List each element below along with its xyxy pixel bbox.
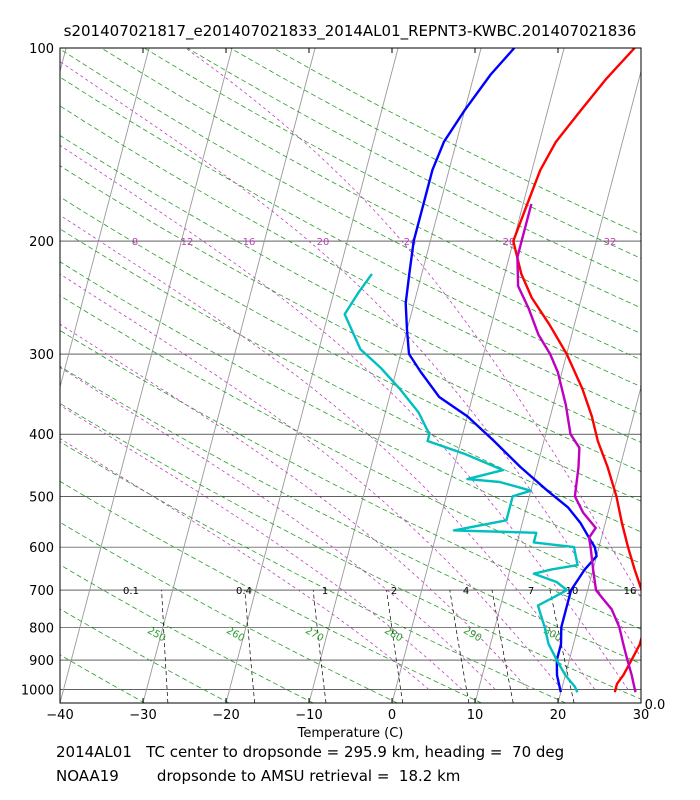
series-line-3 bbox=[516, 203, 637, 693]
mixing-ratio-label: 1 bbox=[322, 586, 328, 597]
isotherm-line bbox=[557, 385, 641, 703]
moist-adiabat-line bbox=[60, 438, 430, 690]
dry-adiabat-line bbox=[60, 480, 482, 703]
dry-adiabat-line bbox=[60, 48, 641, 361]
y-tick-label: 300 bbox=[29, 348, 54, 363]
mixing-ratio-line bbox=[161, 590, 169, 703]
y-tick-label: 700 bbox=[29, 584, 54, 599]
isotherm-label: 28 bbox=[503, 237, 516, 248]
corner-label: 0.0 bbox=[645, 698, 666, 713]
y-tick-label: 600 bbox=[29, 541, 54, 556]
x-tick-label: 30 bbox=[633, 708, 650, 723]
y-tick-label: 400 bbox=[29, 428, 54, 443]
isotherm-line bbox=[474, 69, 641, 703]
isotherm-line bbox=[308, 48, 482, 703]
y-tick-label: 100 bbox=[29, 42, 54, 57]
dry-adiabat-line bbox=[60, 402, 641, 700]
theta-label: 290 bbox=[461, 625, 483, 644]
dry-adiabat-line bbox=[60, 365, 641, 665]
caption-tc-distance: 2014AL01 TC center to dropsonde = 295.9 … bbox=[56, 743, 565, 761]
dry-adiabat-line bbox=[60, 261, 641, 564]
mixing-ratio-line bbox=[386, 590, 404, 703]
chart-title: s201407021817_e201407021833_2014AL01_REP… bbox=[63, 22, 637, 40]
series-line-1 bbox=[404, 48, 598, 693]
dry-adiabat-line bbox=[60, 295, 641, 597]
y-tick-label: 200 bbox=[29, 235, 54, 250]
dry-adiabat-line bbox=[60, 196, 641, 502]
mixing-ratio-label: 4 bbox=[463, 586, 469, 597]
caption-amsu-distance: NOAA19 dropsonde to AMSU retrieval = 18.… bbox=[56, 767, 461, 785]
dry-adiabat-line bbox=[60, 564, 314, 703]
isotherm-label: 12 bbox=[181, 237, 194, 248]
y-tick-label: 500 bbox=[29, 490, 54, 505]
isotherm-label: 8 bbox=[132, 237, 138, 248]
mixing-ratio-label: 0.4 bbox=[236, 586, 252, 597]
y-tick-label: 900 bbox=[29, 654, 54, 669]
mixing-ratio-line bbox=[312, 590, 327, 703]
mixing-ratio-line bbox=[244, 590, 256, 703]
theta-label: 250 bbox=[145, 625, 167, 644]
x-tick-label: 0 bbox=[388, 708, 396, 723]
dry-adiabat-line bbox=[60, 441, 566, 703]
dry-adiabat-line bbox=[230, 48, 641, 259]
moist-adiabat-line bbox=[60, 404, 463, 690]
isotherm-line bbox=[391, 48, 565, 703]
dry-adiabat-line bbox=[60, 165, 641, 472]
dry-adiabat-line bbox=[101, 48, 641, 334]
dry-adiabat-line bbox=[60, 228, 641, 533]
mixing-ratio-line bbox=[449, 590, 470, 703]
mixing-ratio-label: 10 bbox=[566, 586, 579, 597]
dry-adiabat-line bbox=[60, 76, 641, 388]
dry-adiabat-line bbox=[272, 48, 641, 235]
dry-adiabat-line bbox=[186, 48, 641, 284]
series-line-0 bbox=[512, 48, 641, 693]
mixing-ratio-line bbox=[491, 590, 514, 703]
series-line-2 bbox=[343, 273, 579, 693]
mixing-ratio-label: 2 bbox=[391, 586, 397, 597]
dry-adiabat-line bbox=[60, 329, 641, 630]
plot-frame bbox=[59, 47, 642, 704]
theta-label: 260 bbox=[224, 625, 246, 644]
isotherm-line bbox=[60, 48, 233, 703]
y-tick-label: 800 bbox=[29, 621, 54, 636]
x-axis-label: Temperature (C) bbox=[297, 726, 404, 741]
dry-adiabat-line bbox=[60, 135, 641, 443]
isotherm-label: 24 bbox=[404, 237, 417, 248]
isotherm-line bbox=[225, 48, 399, 703]
background-lines bbox=[60, 48, 641, 703]
x-tick-label: −20 bbox=[212, 708, 239, 723]
mixing-ratio-label: 7 bbox=[528, 586, 534, 597]
isotherm-label: 32 bbox=[604, 237, 617, 248]
isotherm-line bbox=[60, 48, 150, 389]
theta-label: 280 bbox=[382, 625, 404, 644]
moist-adiabat-line bbox=[60, 144, 629, 690]
isotherm-line bbox=[640, 701, 641, 703]
dry-adiabat-line bbox=[60, 105, 641, 415]
moist-adiabat-line bbox=[185, 48, 641, 599]
mixing-ratio-line bbox=[549, 590, 575, 703]
x-tick-label: −10 bbox=[295, 708, 322, 723]
x-tick-label: 10 bbox=[467, 708, 484, 723]
dry-adiabat-line bbox=[60, 702, 61, 703]
dry-adiabat-line bbox=[60, 654, 145, 703]
isotherm-line bbox=[142, 48, 316, 703]
isotherm-line bbox=[60, 48, 67, 73]
mixing-ratio-label: 16 bbox=[624, 586, 637, 597]
isotherm-label: 20 bbox=[317, 237, 330, 248]
isotherm-label: 16 bbox=[243, 237, 256, 248]
x-tick-label: −30 bbox=[129, 708, 156, 723]
theta-label: 270 bbox=[303, 625, 325, 644]
series-group bbox=[343, 48, 641, 693]
y-tick-label: 1000 bbox=[21, 683, 54, 698]
mixing-ratio-label: 0.1 bbox=[123, 586, 139, 597]
x-tick-label: −40 bbox=[46, 708, 73, 723]
moist-adiabat-line bbox=[60, 273, 562, 690]
moist-adiabat-line bbox=[60, 323, 529, 690]
moist-adiabat-line bbox=[60, 61, 641, 659]
x-tick-label: 20 bbox=[550, 708, 567, 723]
